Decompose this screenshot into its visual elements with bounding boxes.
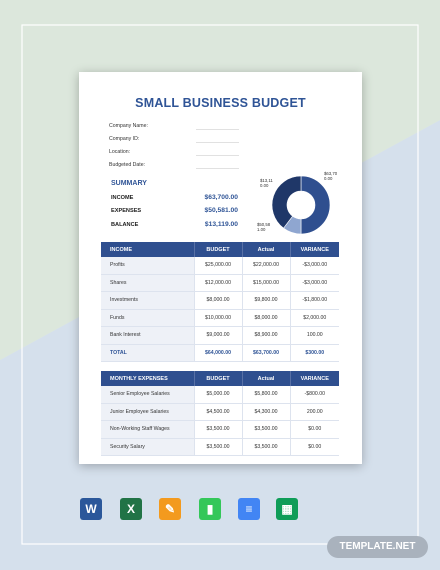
budget-document: SMALL BUSINESS BUDGET Company Name: Comp… bbox=[79, 72, 362, 464]
table-cell: -$3,000.00 bbox=[290, 274, 339, 292]
table-row: Security Salary $3,500.00 $3,500.00 $0.00 bbox=[101, 438, 339, 456]
company-id-label: Company ID: bbox=[109, 136, 140, 142]
actual-header: Actual bbox=[242, 242, 291, 257]
table-row: Non-Working Staff Wages $3,500.00 $3,500.0… bbox=[101, 420, 339, 439]
donut-label-expenses: $50,58 1.00 bbox=[257, 222, 271, 232]
table-row: Bank Interest $9,000.00 $8,900.00 100.00 bbox=[101, 326, 339, 345]
monthly-expenses-header: MONTHLY EXPENSES bbox=[101, 371, 195, 386]
expenses-table: MONTHLY EXPENSES BUDGET Actual VARIANCE … bbox=[101, 371, 339, 456]
table-cell: Senior Employee Salaries bbox=[101, 386, 195, 404]
total-cell: TOTAL bbox=[101, 344, 195, 362]
excel-icon-glyph: X bbox=[126, 502, 135, 516]
company-name-field[interactable] bbox=[196, 129, 239, 130]
summary-heading: SUMMARY bbox=[111, 180, 147, 187]
table-row: Profits $25,000.00 $22,000.00 -$3,000.00 bbox=[101, 257, 339, 275]
company-id-field[interactable] bbox=[196, 142, 239, 143]
income-table: INCOME BUDGET Actual VARIANCE Profits $25… bbox=[101, 242, 339, 362]
table-cell: Non-Working Staff Wages bbox=[101, 420, 195, 439]
google-docs-icon[interactable]: ≡ bbox=[238, 498, 260, 520]
company-name-label: Company Name: bbox=[109, 123, 148, 129]
table-cell: Junior Employee Salaries bbox=[101, 403, 195, 421]
expenses-value: $50,581.00 bbox=[204, 207, 238, 214]
donut-slice-expenses bbox=[271, 175, 302, 229]
table-cell: $25,000.00 bbox=[194, 257, 243, 275]
total-row: TOTAL $64,000.00 $63,700.00 $300.00 bbox=[101, 344, 339, 362]
table-row: Junior Employee Salaries $4,500.00 $4,300.… bbox=[101, 403, 339, 421]
variance-header: VARIANCE bbox=[290, 242, 339, 257]
table-cell: 200.00 bbox=[290, 403, 339, 421]
brand-badge[interactable]: TEMPLATE.NET bbox=[327, 536, 428, 558]
document-title: SMALL BUSINESS BUDGET bbox=[135, 96, 306, 110]
table-cell: Investments bbox=[101, 291, 195, 310]
table-cell: $22,000.00 bbox=[242, 257, 291, 275]
budgeted-date-label: Budgeted Date: bbox=[109, 162, 146, 168]
google-sheets-icon-glyph: ▦ bbox=[281, 502, 293, 516]
table-cell: $9,800.00 bbox=[242, 291, 291, 310]
variance-header: VARIANCE bbox=[290, 371, 339, 386]
table-cell: $3,500.00 bbox=[194, 420, 243, 439]
table-cell: 100.00 bbox=[290, 326, 339, 345]
budgeted-date-field[interactable] bbox=[196, 168, 239, 169]
pages-icon-glyph: ✎ bbox=[164, 502, 176, 516]
table-cell: $10,000.00 bbox=[194, 309, 243, 327]
total-cell: $63,700.00 bbox=[242, 344, 291, 362]
table-cell: -$3,000.00 bbox=[290, 257, 339, 275]
table-row: Funds $10,000.00 $8,000.00 $2,000.00 bbox=[101, 309, 339, 327]
table-cell: $3,500.00 bbox=[242, 438, 291, 456]
table-cell: $0.00 bbox=[290, 420, 339, 439]
table-cell: Bank Interest bbox=[101, 326, 195, 345]
table-cell: $3,500.00 bbox=[242, 420, 291, 439]
expenses-label: EXPENSES bbox=[111, 208, 142, 214]
table-cell: $8,000.00 bbox=[242, 309, 291, 327]
table-cell: $0.00 bbox=[290, 438, 339, 456]
location-field[interactable] bbox=[196, 155, 239, 156]
table-cell: $2,000.00 bbox=[290, 309, 339, 327]
table-cell: $12,000.00 bbox=[194, 274, 243, 292]
donut-slice-income bbox=[300, 175, 331, 235]
table-cell: $3,500.00 bbox=[194, 438, 243, 456]
table-cell: Security Salary bbox=[101, 438, 195, 456]
table-row: Investments $8,000.00 $9,800.00 -$1,800.00 bbox=[101, 291, 339, 310]
donut-label-balance: $13,11 0.00 bbox=[260, 178, 273, 188]
budget-header: BUDGET bbox=[194, 371, 243, 386]
table-cell: -$800.00 bbox=[290, 386, 339, 404]
income-value: $63,700.00 bbox=[204, 194, 238, 201]
numbers-icon-glyph: ▮ bbox=[206, 502, 214, 516]
balance-label: BALANCE bbox=[111, 222, 139, 228]
total-cell: $64,000.00 bbox=[194, 344, 243, 362]
table-cell: $8,900.00 bbox=[242, 326, 291, 345]
table-cell: $5,800.00 bbox=[242, 386, 291, 404]
word-icon-glyph: W bbox=[85, 502, 97, 516]
table-row: Shares $12,000.00 $15,000.00 -$3,000.00 bbox=[101, 274, 339, 292]
table-cell: $4,300.00 bbox=[242, 403, 291, 421]
google-docs-icon-glyph: ≡ bbox=[245, 502, 253, 516]
table-cell: Profits bbox=[101, 257, 195, 275]
pages-icon[interactable]: ✎ bbox=[159, 498, 181, 520]
actual-header: Actual bbox=[242, 371, 291, 386]
table-cell: $5,000.00 bbox=[194, 386, 243, 404]
balance-value: $13,119.00 bbox=[204, 221, 238, 228]
location-label: Location: bbox=[109, 149, 131, 155]
word-icon[interactable]: W bbox=[80, 498, 102, 520]
donut-label-income: $63,70 0.00 bbox=[324, 171, 338, 181]
table-cell: Funds bbox=[101, 309, 195, 327]
google-sheets-icon[interactable]: ▦ bbox=[276, 498, 298, 520]
summary-donut-chart bbox=[271, 175, 331, 235]
table-row: Senior Employee Salaries $5,000.00 $5,800.… bbox=[101, 386, 339, 404]
budget-header: BUDGET bbox=[194, 242, 243, 257]
table-cell: $8,000.00 bbox=[194, 291, 243, 310]
table-cell: Shares bbox=[101, 274, 195, 292]
income-label: INCOME bbox=[111, 195, 134, 201]
income-header: INCOME bbox=[101, 242, 195, 257]
numbers-icon[interactable]: ▮ bbox=[199, 498, 221, 520]
excel-icon[interactable]: X bbox=[120, 498, 142, 520]
table-cell: $9,000.00 bbox=[194, 326, 243, 345]
total-cell: $300.00 bbox=[290, 344, 339, 362]
table-cell: -$1,800.00 bbox=[290, 291, 339, 310]
table-cell: $15,000.00 bbox=[242, 274, 291, 292]
table-cell: $4,500.00 bbox=[194, 403, 243, 421]
